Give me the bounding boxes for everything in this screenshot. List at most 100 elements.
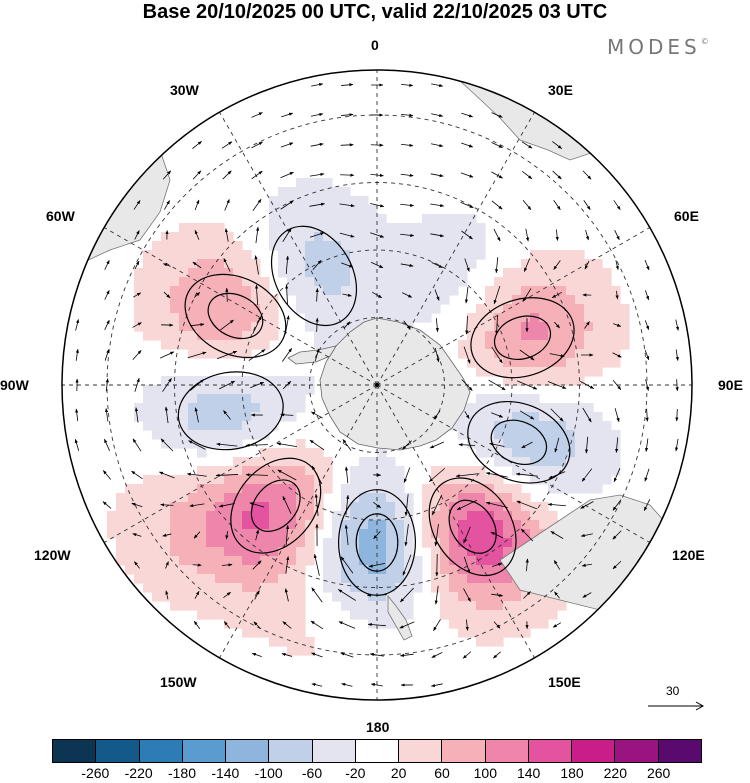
wind-arrow bbox=[225, 530, 229, 540]
anomaly-cell bbox=[503, 511, 513, 521]
wind-arrow bbox=[132, 533, 142, 537]
anomaly-cell bbox=[494, 601, 504, 611]
anomaly-cell bbox=[242, 331, 252, 341]
anomaly-cell bbox=[296, 304, 306, 314]
anomaly-cell bbox=[323, 196, 333, 206]
wind-arrow bbox=[584, 260, 590, 270]
anomaly-cell bbox=[593, 412, 603, 422]
wind-arrow bbox=[522, 199, 532, 211]
anomaly-cell bbox=[386, 268, 396, 278]
anomaly-cell bbox=[224, 592, 234, 602]
anomaly-cell bbox=[377, 268, 387, 278]
anomaly-cell bbox=[485, 529, 495, 539]
anomaly-cell bbox=[170, 286, 180, 296]
anomaly-cell bbox=[503, 457, 513, 467]
anomaly-cell bbox=[269, 475, 279, 485]
anomaly-cell bbox=[188, 556, 198, 566]
anomaly-cell bbox=[350, 259, 360, 269]
colorbar-tick-label: 260 bbox=[646, 765, 671, 781]
brand-name: MODES bbox=[607, 35, 701, 59]
anomaly-cell bbox=[305, 196, 315, 206]
anomaly-cell bbox=[359, 601, 369, 611]
anomaly-cell bbox=[152, 529, 162, 539]
anomaly-cell bbox=[233, 385, 243, 395]
anomaly-cell bbox=[413, 286, 423, 296]
anomaly-cell bbox=[125, 493, 135, 503]
anomaly-cell bbox=[278, 250, 288, 260]
anomaly-cell bbox=[476, 322, 486, 332]
anomaly-cell bbox=[233, 313, 243, 323]
wind-arrow bbox=[340, 113, 354, 117]
anomaly-cell bbox=[125, 565, 135, 575]
anomaly-cell bbox=[368, 556, 378, 566]
anomaly-cell bbox=[548, 448, 558, 458]
anomaly-cell bbox=[233, 412, 243, 422]
anomaly-cell bbox=[143, 538, 153, 548]
polar-map bbox=[61, 69, 693, 701]
anomaly-cell bbox=[476, 232, 486, 242]
anomaly-cell bbox=[566, 268, 576, 278]
anomaly-cell bbox=[377, 484, 387, 494]
anomaly-cell bbox=[188, 241, 198, 251]
wind-arrow bbox=[553, 260, 561, 270]
anomaly-cell bbox=[332, 313, 342, 323]
anomaly-cell bbox=[575, 367, 585, 377]
anomaly-cell bbox=[566, 430, 576, 440]
anomaly-cell bbox=[242, 610, 252, 620]
anomaly-cell bbox=[593, 340, 603, 350]
anomaly-cell bbox=[323, 322, 333, 332]
anomaly-cell bbox=[449, 241, 459, 251]
wind-arrow bbox=[131, 470, 143, 480]
anomaly-cell bbox=[287, 547, 297, 557]
anomaly-cell bbox=[233, 610, 243, 620]
anomaly-cell bbox=[287, 250, 297, 260]
anomaly-cell bbox=[530, 259, 540, 269]
anomaly-cell bbox=[611, 349, 621, 359]
anomaly-cell bbox=[485, 565, 495, 575]
anomaly-cell bbox=[260, 628, 270, 638]
wind-arrow bbox=[489, 442, 505, 447]
latitude-circle bbox=[241, 249, 513, 521]
anomaly-cell bbox=[143, 502, 153, 512]
wind-arrow bbox=[580, 381, 595, 389]
anomaly-cell bbox=[584, 313, 594, 323]
anomaly-cell bbox=[251, 457, 261, 467]
anomaly-cell bbox=[368, 205, 378, 215]
anomaly-cell bbox=[350, 520, 360, 530]
anomaly-cell bbox=[224, 529, 234, 539]
anomaly-cell bbox=[395, 538, 405, 548]
wind-arrow bbox=[340, 143, 354, 147]
anomaly-cell bbox=[296, 277, 306, 287]
anomaly-cell bbox=[395, 259, 405, 269]
anomaly-cell bbox=[530, 592, 540, 602]
anomaly-cell bbox=[152, 250, 162, 260]
anomaly-cell bbox=[296, 547, 306, 557]
anomaly-cell bbox=[314, 484, 324, 494]
anomaly-cell bbox=[377, 259, 387, 269]
wind-arrow bbox=[131, 502, 143, 508]
anomaly-cell bbox=[494, 349, 504, 359]
anomaly-cell bbox=[341, 511, 351, 521]
anomaly-cell bbox=[161, 277, 171, 287]
anomaly-cell bbox=[494, 610, 504, 620]
wind-arrow bbox=[580, 533, 593, 538]
anomaly-cell bbox=[404, 232, 414, 242]
anomaly-cell bbox=[458, 412, 468, 422]
anomaly-cell bbox=[458, 601, 468, 611]
wind-arrow bbox=[370, 683, 383, 687]
anomaly-cell bbox=[440, 502, 450, 512]
anomaly-cell bbox=[314, 331, 324, 341]
anomaly-cell bbox=[611, 340, 621, 350]
anomaly-cell bbox=[260, 313, 270, 323]
wind-arrow bbox=[165, 561, 169, 569]
wind-arrow bbox=[224, 198, 230, 211]
anomaly-cell bbox=[269, 313, 279, 323]
anomaly-cell bbox=[377, 448, 387, 458]
anomaly-cell bbox=[476, 556, 486, 566]
anomaly-cell bbox=[170, 439, 180, 449]
anomaly-cell bbox=[314, 457, 324, 467]
anomaly-cell bbox=[143, 250, 153, 260]
anomaly-cell bbox=[449, 223, 459, 233]
wind-arrow bbox=[74, 438, 80, 451]
anomaly-cell bbox=[494, 304, 504, 314]
